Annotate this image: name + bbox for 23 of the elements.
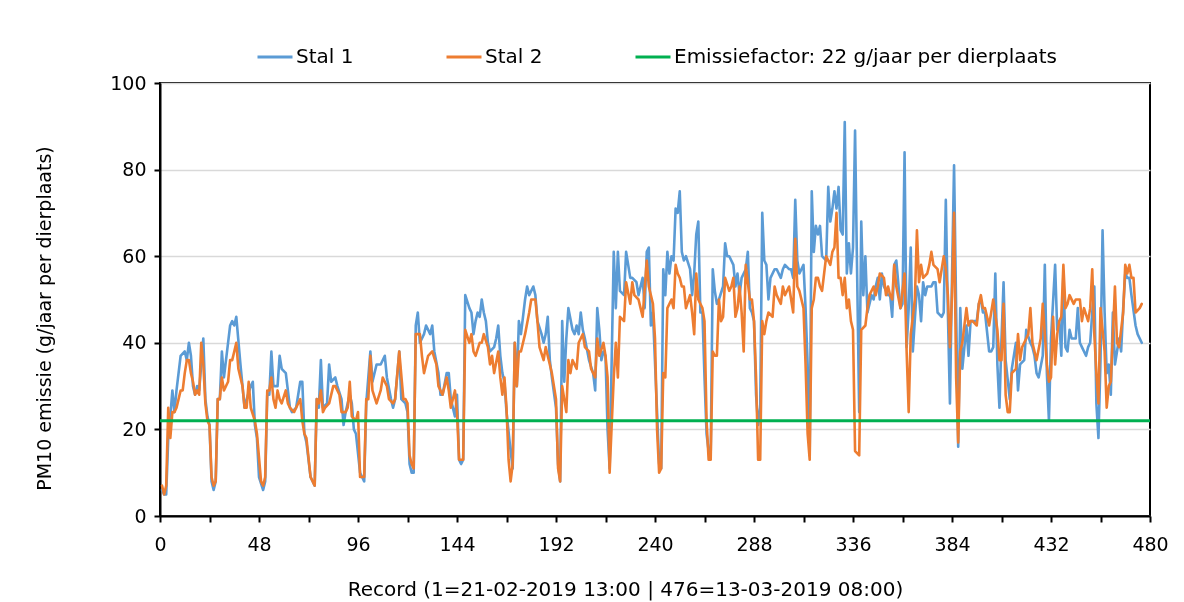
x-tick-label: 144 [439,532,476,555]
x-tick-label: 96 [346,532,371,555]
x-tick-label: 336 [835,532,872,555]
line-series [160,211,1144,496]
legend-label: Stal 2 [485,44,543,68]
y-tick-label: 20 [122,417,147,440]
x-tick-label: 480 [1132,532,1169,555]
x-tick-label: 432 [1033,532,1070,555]
y-tick-label: 0 [134,504,147,527]
x-tick-label: 384 [934,532,971,555]
y-tick-label: 60 [122,244,147,267]
x-tick-label: 240 [637,532,674,555]
x-tick-label: 48 [247,532,272,555]
y-tick-label: 80 [122,158,147,181]
y-axis-title: PM10 emissie (g/jaar per dierplaats) [32,146,55,491]
legend-label: Emissiefactor: 22 g/jaar per dierplaats [674,44,1057,68]
y-tick-label: 100 [110,71,147,94]
y-tick-label: 40 [122,331,147,354]
x-tick-label: 288 [736,532,773,555]
x-tick-label: 0 [154,532,167,555]
legend-label: Stal 1 [296,44,354,68]
x-tick-label: 192 [538,532,575,555]
x-axis-title: Record (1=21-02-2019 13:00 | 476=13-03-2019 08:00) [347,576,904,601]
